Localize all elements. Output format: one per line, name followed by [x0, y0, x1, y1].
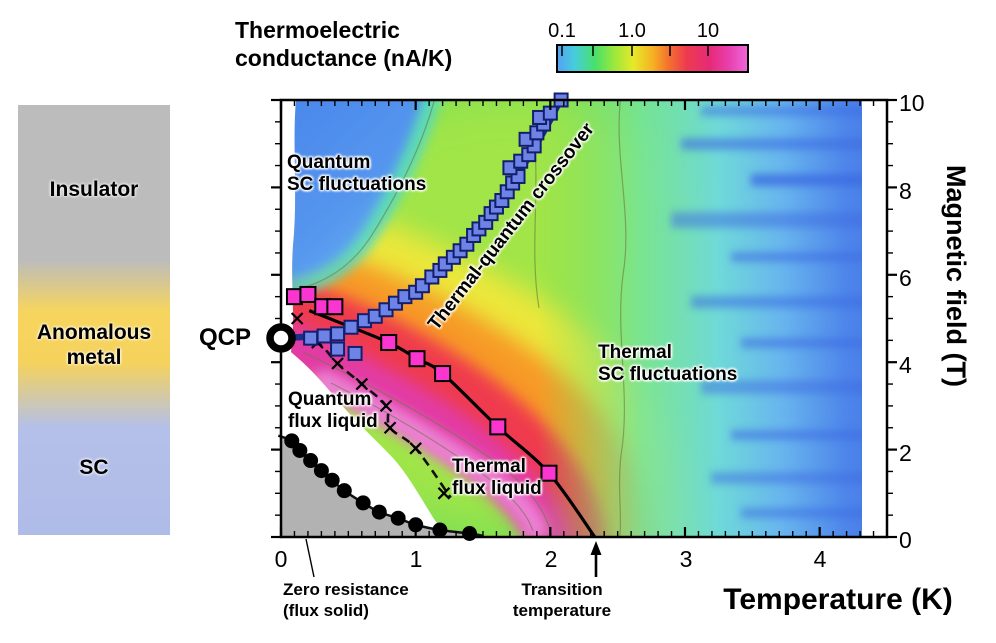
x-tick-3: 3 — [679, 546, 693, 572]
y-tick-4: 4 — [899, 352, 912, 378]
colorbar-tick-10: 10 — [696, 20, 720, 42]
quantum-thermal flux liquid crossover — [383, 421, 397, 435]
colorbar-tick-1.0: 1.0 — [618, 20, 646, 42]
label-thermal-flux-liquid: Thermal flux liquid — [452, 456, 542, 500]
colorbar-tick-0.1: 0.1 — [548, 20, 576, 42]
transition-arrow — [590, 541, 602, 577]
axis-ticks — [271, 98, 897, 539]
x-tick-0: 0 — [274, 546, 288, 572]
y-tick-10: 10 — [899, 90, 925, 116]
y-tick-2: 2 — [899, 440, 912, 466]
thermal-quantum crossover points — [303, 330, 319, 346]
zero resistance boundary (flux solid) — [355, 495, 371, 511]
zero-resistance-region — [281, 434, 478, 537]
y-tick-6: 6 — [899, 265, 912, 291]
figure-title: Thermoelectric conductance (nA/K) — [235, 17, 453, 71]
flux liquid melting points — [299, 285, 317, 303]
thermal-quantum crossover points — [330, 341, 346, 357]
flux liquid melting points — [408, 350, 426, 368]
quantum-thermal flux liquid crossover — [331, 357, 344, 370]
zero resistance boundary (flux solid) — [371, 504, 387, 520]
quantum-thermal flux liquid crossover — [290, 312, 304, 325]
y-tick-0: 0 — [899, 527, 912, 553]
x-tick-1: 1 — [409, 546, 423, 572]
zero resistance boundary (flux solid) — [303, 453, 319, 469]
zero resistance boundary (flux solid) — [432, 522, 448, 538]
flux liquid melting points — [540, 464, 558, 482]
label-thermal-sc-fluctuations: Thermal SC fluctuations — [598, 342, 738, 386]
legend-anomalous-metal: Anomalous metal — [36, 321, 152, 370]
zero resistance boundary (flux solid) — [390, 510, 406, 526]
label-quantum-flux-liquid: Quantum flux liquid — [288, 389, 378, 433]
thermal-quantum crossover points — [343, 319, 359, 335]
label-quantum-sc-fluctuations: Quantum SC fluctuations — [287, 152, 427, 196]
zero resistance boundary (flux solid) — [324, 472, 340, 488]
quantum-thermal flux liquid crossover — [409, 442, 422, 455]
flux liquid melting points — [380, 334, 398, 352]
y-axis-title: Magnetic field (T) — [941, 165, 971, 387]
zero resistance boundary (flux solid) — [292, 442, 308, 458]
x-tick-4: 4 — [813, 546, 827, 572]
zero resistance boundary (flux solid) — [313, 463, 329, 479]
flux liquid melting points — [489, 418, 507, 436]
quantum-thermal flux liquid crossover — [379, 399, 393, 413]
x-tick-2: 2 — [544, 546, 558, 572]
thermal-quantum crossover points — [316, 328, 332, 344]
x-axis-title: Temperature (K) — [723, 583, 953, 616]
qcp-marker — [266, 323, 296, 353]
label-qcp: QCP — [199, 324, 252, 351]
data-markers — [284, 92, 569, 542]
label-transition-temperature: Transition temperature — [512, 580, 612, 621]
quantum-thermal flux liquid crossover — [437, 487, 451, 500]
colorbar — [556, 44, 749, 73]
zero-resistance-leader — [305, 538, 315, 578]
thermal-quantum crossover points — [330, 326, 346, 342]
flux liquid melting points — [326, 298, 344, 316]
thermal-quantum crossover points — [347, 345, 363, 361]
zero resistance boundary (flux solid) — [408, 517, 424, 533]
phase-legend-bar: Insulator Anomalous metal SC — [18, 105, 170, 535]
zero resistance boundary (flux solid) — [336, 483, 352, 499]
y-tick-8: 8 — [899, 178, 912, 204]
label-zero-resistance: Zero resistance (flux solid) — [283, 580, 409, 621]
flux liquid melting points — [434, 365, 452, 383]
quantum-thermal flux liquid crossover — [355, 377, 369, 391]
legend-sc: SC — [79, 456, 109, 479]
legend-insulator: Insulator — [49, 178, 139, 201]
